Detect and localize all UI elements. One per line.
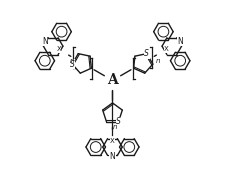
Text: N: N [110,152,115,161]
Text: X: X [56,46,61,52]
Text: A: A [107,74,118,88]
Text: S: S [116,117,121,126]
Text: S: S [144,49,149,58]
Text: n: n [155,58,160,64]
Text: n: n [112,124,117,130]
Text: X: X [164,46,169,52]
Text: S: S [70,60,75,69]
Text: N: N [177,37,183,46]
Text: N: N [42,37,48,46]
Text: n: n [70,58,74,64]
Text: X: X [110,138,115,143]
